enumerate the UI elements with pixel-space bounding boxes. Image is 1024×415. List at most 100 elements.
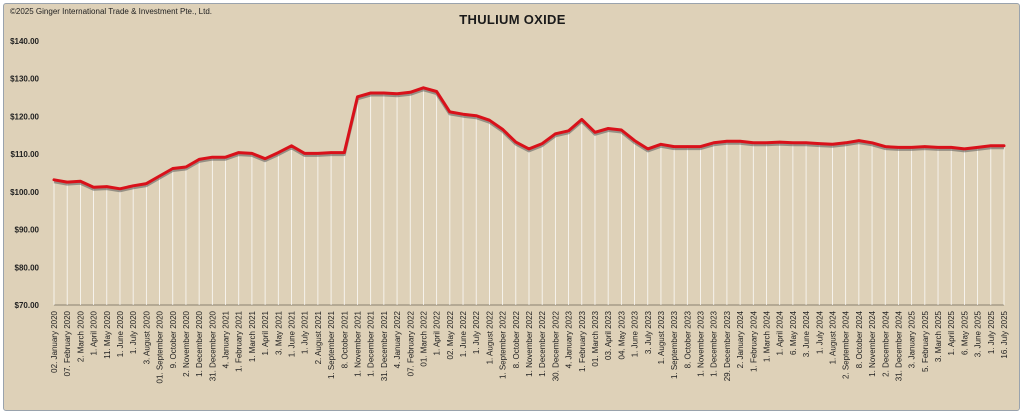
data-point [184,165,188,169]
data-point [540,142,544,145]
line-chart: $140.00 $130.00 $120.00 $110.00 $100.00 $90.0… [10,37,1009,384]
x-tick-label: 1. July 2024 [815,310,824,354]
x-tick-label: 6. May 2024 [789,310,798,355]
x-tick-label: 1. July 2021 [301,310,310,354]
data-point [738,140,742,143]
data-point [633,139,636,142]
x-tick-label: 02. January 2020 [50,310,59,372]
x-tick-label: 1. February 2021 [235,310,244,371]
data-point [514,140,518,144]
x-tick-label: 3. March 2025 [934,310,943,362]
data-point [752,141,755,145]
data-point [343,151,346,154]
x-tick-label: 16. July 2025 [1000,310,1009,358]
y-tick-label: $70.00 [15,301,40,310]
x-tick-label: 3. August 2020 [142,310,151,364]
x-tick-label: 1. July 2022 [472,310,481,354]
x-tick-label: 31. December 2021 [380,310,389,381]
data-point [79,180,82,183]
x-tick-label: 1. December 2022 [538,310,547,376]
y-axis: $140.00 $130.00 $120.00 $110.00 $100.00 $90.0… [10,37,39,310]
x-tick-label: 04. May 2023 [617,310,626,359]
x-tick-label: 1. August 2022 [485,310,494,364]
x-tick-label: 1. March 2021 [248,310,257,362]
data-point [831,143,834,146]
x-tick-label: 31. December 2020 [208,310,217,381]
data-point [92,186,95,189]
x-tick-label: 01. March 2022 [419,310,428,366]
data-point [976,146,979,149]
x-tick-label: 1. November 2021 [353,310,362,376]
x-axis: 02. January 2020 07. February 2020 2. Marc… [50,304,1009,384]
data-point [52,178,56,181]
data-point [989,144,993,148]
x-tick-label: 8. October 2024 [855,310,864,368]
y-tick-label: $130.00 [10,75,39,84]
x-tick-label: 1. November 2023 [697,310,706,376]
x-tick-label: 2. August 2021 [314,310,323,364]
data-point [435,90,438,93]
x-tick-label: 1. December 2021 [367,310,376,376]
x-tick-label: 1. November 2022 [525,310,534,376]
data-point [409,91,412,94]
x-tick-label: 2. December 2024 [881,310,890,376]
x-tick-label: 01. September 2020 [156,310,165,383]
data-point [237,151,240,154]
x-tick-label: 29. December 2023 [723,310,732,381]
data-point [316,152,320,155]
x-tick-label: 03. April 2023 [604,310,613,359]
x-tick-label: 3. June 2025 [974,310,983,357]
data-point [659,143,663,146]
data-point [963,147,966,151]
x-tick-label: 1. April 2024 [776,310,785,355]
data-point [620,128,623,132]
series-group [52,86,1006,193]
data-point [923,145,927,148]
x-tick-label: 9. October 2020 [169,310,178,368]
data-point [211,155,214,159]
data-point [936,146,940,149]
y-tick-label: $110.00 [11,150,40,159]
x-tick-label: 02. May 2022 [446,310,455,359]
y-tick-label: $80.00 [15,263,40,272]
x-tick-label: 2. March 2020 [76,310,85,362]
data-point [290,144,293,148]
data-point [884,145,887,148]
data-point [475,114,478,117]
x-tick-label: 31. December 2024 [894,310,903,381]
x-tick-label: 1. June 2020 [116,310,125,357]
data-point [844,141,847,145]
data-point [488,119,491,122]
chart-title: THULIUM OXIDE [459,12,566,27]
data-point [197,158,201,161]
x-tick-label: 01. March 2023 [591,310,600,366]
data-point [580,118,583,121]
data-point [606,127,610,130]
x-tick-label: 1. April 2022 [433,310,442,355]
x-tick-label: 1. March 2024 [763,310,772,362]
data-point [699,145,702,148]
x-tick-label: 4. January 2022 [393,310,402,368]
data-point [765,141,768,145]
data-point [897,146,900,149]
data-point [171,167,174,170]
data-point [277,151,280,154]
data-point [910,146,913,149]
data-point [950,146,953,149]
series-line-shadow [53,88,1004,193]
data-point [461,112,465,116]
data-point [818,142,821,145]
copyright-notice: ©2025 Ginger International Trade & Inves… [10,7,213,16]
x-tick-label: 3. June 2024 [802,310,811,357]
x-tick-label: 1. November 2024 [868,310,877,376]
data-point [646,147,649,151]
x-tick-label: 1. July 2020 [129,310,138,354]
x-tick-label: 07. February 2020 [63,310,72,376]
x-tick-label: 11. May 2020 [103,310,112,358]
chart-frame: ©2025 Ginger International Trade & Inves… [3,3,1020,411]
x-tick-label: 1. June 2023 [631,310,640,357]
data-point [356,95,359,99]
data-point [554,132,557,135]
x-tick-label: 2. September 2024 [842,310,851,379]
data-point [224,155,227,159]
